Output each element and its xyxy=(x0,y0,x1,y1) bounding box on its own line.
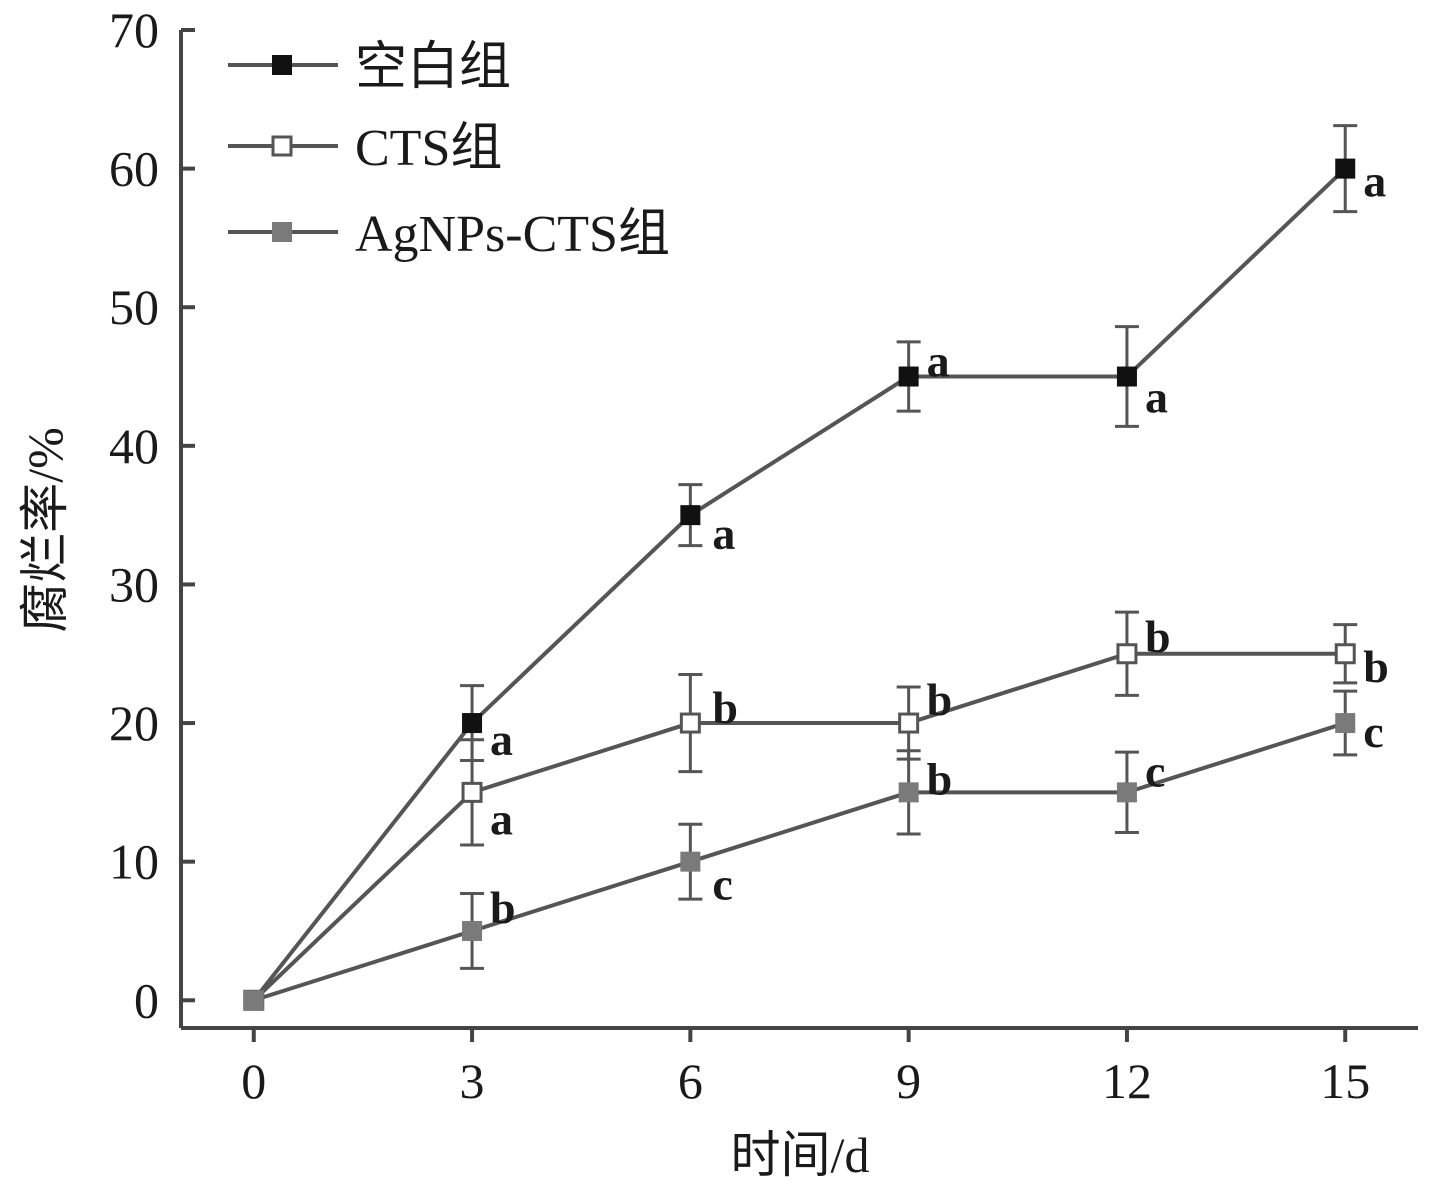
legend-marker-blank xyxy=(272,55,292,75)
series-2-sig-label-2: c xyxy=(712,859,732,910)
series-0-sig-label-2: a xyxy=(712,508,735,559)
series-2 xyxy=(253,689,1358,1003)
series-0-point-1 xyxy=(462,713,483,734)
series-1 xyxy=(252,610,1358,1002)
x-tick-label-3: 9 xyxy=(896,1053,921,1109)
series-1-point-4 xyxy=(1116,643,1138,665)
legend-marker-cts xyxy=(271,135,293,157)
legend-marker-agnps-cts xyxy=(272,222,292,242)
y-tick-label-4: 40 xyxy=(109,418,159,474)
y-tick-label-5: 50 xyxy=(109,279,159,335)
series-0-line xyxy=(252,167,1347,1002)
x-tick-label-4: 12 xyxy=(1102,1053,1152,1109)
series-0-point-5 xyxy=(1335,158,1356,179)
series-1-point-1 xyxy=(461,781,483,803)
series-2-point-4 xyxy=(1116,782,1137,803)
x-tick-label-2: 6 xyxy=(678,1053,703,1109)
x-tick-label-5: 15 xyxy=(1320,1053,1370,1109)
legend: 空白组 CTS组 AgNPs-CTS组 xyxy=(228,39,670,263)
series-2-sig-label-3: b xyxy=(927,753,953,804)
series-0-point-2 xyxy=(680,505,701,526)
series-1-sig-label-2: b xyxy=(712,682,738,733)
series-1-point-3 xyxy=(898,712,920,734)
series-2-point-3 xyxy=(898,782,919,803)
y-axis-title: 腐烂率/% xyxy=(17,427,73,633)
series-2-line xyxy=(253,721,1346,1003)
series-0-point-4 xyxy=(1116,366,1137,387)
series-1-point-2 xyxy=(679,712,701,734)
x-tick-label-0: 0 xyxy=(241,1053,266,1109)
series-0-sig-label-1: a xyxy=(490,714,513,765)
series-2-sig-label-4: c xyxy=(1145,745,1165,796)
legend-label-blank: 空白组 xyxy=(355,39,511,96)
series-0-sig-label-5: a xyxy=(1363,156,1386,207)
y-tick-label-1: 10 xyxy=(109,834,159,890)
series-1-sig-label-1: a xyxy=(490,793,513,844)
series-2-sig-label-5: c xyxy=(1363,706,1383,757)
x-axis-title: 时间/d xyxy=(731,1127,870,1183)
series-0-sig-label-3: a xyxy=(927,336,950,387)
series-1-sig-label-4: b xyxy=(1145,611,1171,662)
series-0-point-3 xyxy=(898,366,919,387)
legend-label-agnps-cts: AgNPs-CTS组 xyxy=(355,206,670,263)
series-0-sig-label-4: a xyxy=(1145,372,1168,423)
series-2-point-2 xyxy=(680,851,701,872)
series-1-sig-label-3: b xyxy=(927,674,953,725)
series-1-sig-label-5: b xyxy=(1363,641,1389,692)
series-2-point-5 xyxy=(1335,713,1356,734)
series-1-line xyxy=(252,651,1346,1002)
axes: 0 10 20 30 40 50 60 70 0 3 6 9 12 15 xyxy=(109,2,1418,1109)
y-tick-label-7: 70 xyxy=(109,2,159,58)
y-tick-label-6: 60 xyxy=(109,141,159,197)
series-1-point-5 xyxy=(1334,643,1356,665)
series-2-point-1 xyxy=(462,920,483,941)
series-2-point-0 xyxy=(243,990,264,1011)
y-tick-label-3: 30 xyxy=(109,556,159,612)
y-tick-label-2: 20 xyxy=(109,695,159,751)
series-2-sig-label-1: b xyxy=(490,882,516,933)
x-tick-label-1: 3 xyxy=(460,1053,485,1109)
legend-label-cts: CTS组 xyxy=(355,120,502,177)
y-tick-label-0: 0 xyxy=(134,972,159,1028)
